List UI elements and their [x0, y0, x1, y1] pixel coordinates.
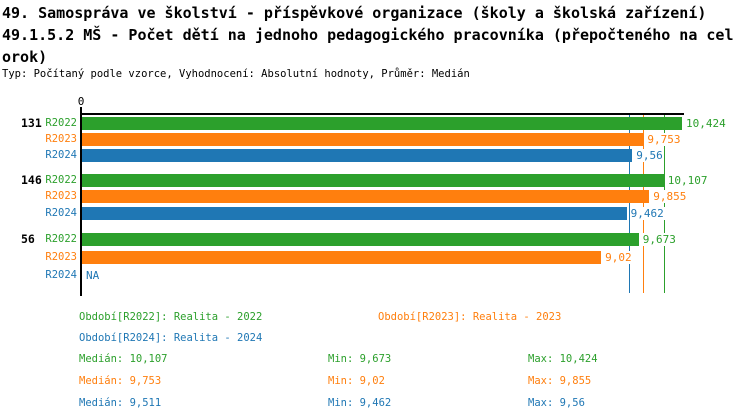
series-tick-label-r2024: R2024 [45, 206, 77, 219]
series-tick-label-r2024: R2024 [45, 269, 77, 281]
bar-value-label: 9,02 [604, 251, 633, 264]
bar-r2023 [82, 132, 644, 146]
bar-r2022 [82, 233, 639, 246]
bar-r2024 [82, 206, 627, 220]
bar-r2023 [82, 251, 602, 264]
series-tick-label-r2024: R2024 [45, 149, 77, 162]
bar-value-label: 10,424 [684, 116, 727, 130]
bar-r2023 [82, 190, 650, 204]
chart-subtitle: Typ: Počítaný podle vzorce, Vyhodnocení:… [2, 68, 470, 80]
stat-max-r2022: Max: 10,424 [528, 353, 598, 365]
stat-max-r2023: Max: 9,855 [528, 375, 592, 387]
page-title-line3: orok) [2, 48, 48, 66]
bar-value-label: 9,56 [635, 149, 664, 163]
median-line-r2024 [629, 115, 631, 293]
stat-max-r2024: Max: 9,56 [528, 397, 585, 409]
series-tick-label-r2023: R2023 [45, 132, 77, 145]
median-line-r2022 [663, 115, 665, 293]
stat-min-r2023: Min: 9,02 [328, 375, 385, 387]
x-axis-origin-label: 0 [77, 95, 85, 108]
stat-min-r2024: Min: 9,462 [328, 397, 392, 409]
page-title-line1: 49. Samospráva ve školství - příspěvkové… [2, 4, 707, 22]
series-tick-label-r2022: R2022 [45, 174, 77, 186]
stat-min-r2022: Min: 9,673 [328, 353, 392, 365]
group-label: 56 [21, 232, 35, 246]
median-line-r2023 [643, 115, 645, 293]
bar-r2024 [82, 149, 633, 163]
y-axis-line [80, 113, 82, 296]
bar-value-label: 9,673 [641, 233, 677, 246]
bar-r2022 [82, 116, 682, 130]
legend-item-r2024: Období[R2024]: Realita - 2024 [79, 332, 263, 344]
bar-value-label: 9,753 [646, 132, 682, 146]
stat-median-r2023: Medián: 9,753 [79, 375, 162, 387]
series-tick-label-r2022: R2022 [45, 233, 77, 245]
bar-na-label: NA [85, 269, 101, 282]
bar-value-label: 9,855 [652, 190, 688, 204]
stat-median-r2022: Medián: 10,107 [79, 353, 168, 365]
series-tick-label-r2023: R2023 [45, 251, 77, 263]
series-tick-label-r2023: R2023 [45, 190, 77, 203]
stat-median-r2024: Medián: 9,511 [79, 397, 162, 409]
x-axis-origin-tick [80, 107, 82, 113]
x-axis-line [80, 113, 684, 115]
page-title-line2: 49.1.5.2 MŠ - Počet dětí na jednoho peda… [2, 26, 734, 44]
legend-item-r2023: Období[R2023]: Realita - 2023 [378, 311, 562, 323]
series-tick-label-r2022: R2022 [45, 116, 77, 129]
group-label: 146 [21, 173, 42, 187]
legend-item-r2022: Období[R2022]: Realita - 2022 [79, 311, 263, 323]
bar-value-label: 9,462 [629, 206, 665, 220]
bar-value-label: 10,107 [666, 174, 709, 187]
group-label: 131 [21, 115, 42, 130]
bar-r2022 [82, 174, 664, 187]
